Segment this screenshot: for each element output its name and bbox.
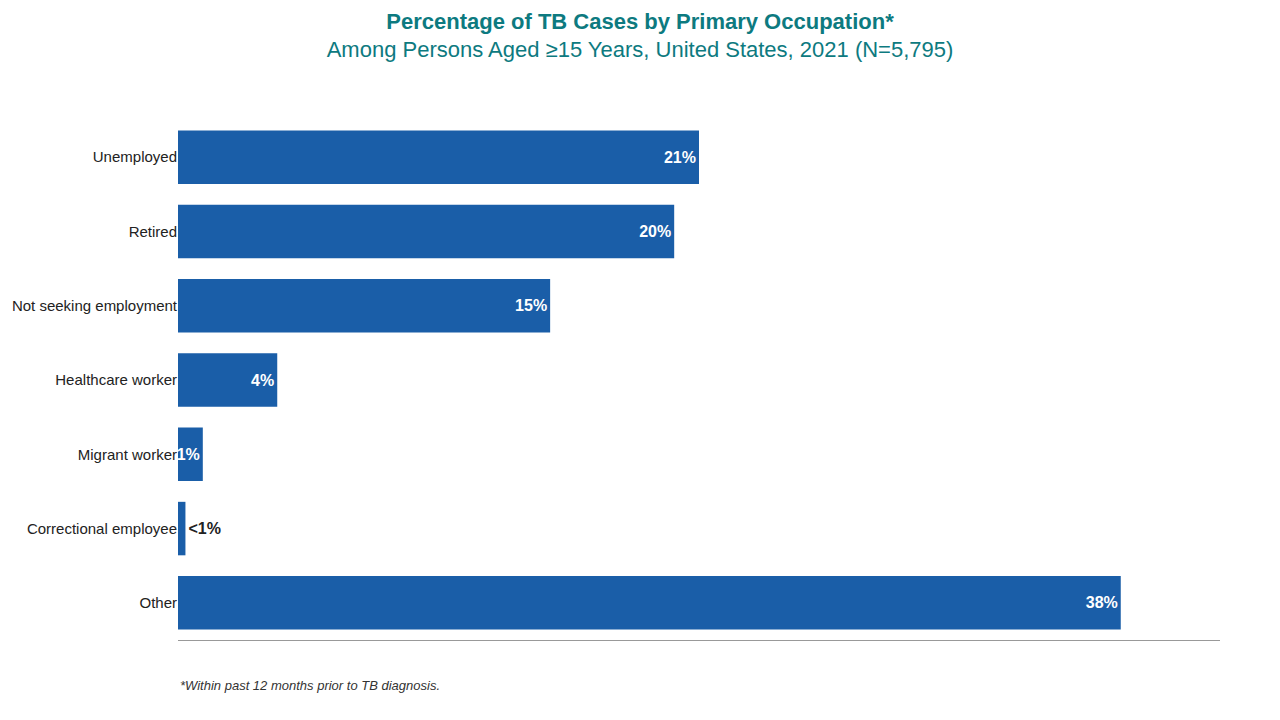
svg-text:21%: 21% bbox=[664, 149, 696, 166]
svg-text:38%: 38% bbox=[1086, 594, 1118, 611]
svg-text:Unemployed: Unemployed bbox=[93, 148, 177, 165]
svg-text:Healthcare worker: Healthcare worker bbox=[55, 371, 177, 388]
svg-text:1%: 1% bbox=[177, 446, 200, 463]
svg-text:<1%: <1% bbox=[188, 520, 220, 537]
svg-text:15%: 15% bbox=[515, 297, 547, 314]
svg-text:*Within past 12 months prior t: *Within past 12 months prior to TB diagn… bbox=[180, 678, 440, 693]
svg-text:Other: Other bbox=[139, 594, 177, 611]
svg-text:Retired: Retired bbox=[129, 223, 177, 240]
svg-text:Correctional employee: Correctional employee bbox=[27, 520, 177, 537]
svg-text:20%: 20% bbox=[639, 223, 671, 240]
svg-text:Not seeking employment: Not seeking employment bbox=[12, 297, 178, 314]
svg-text:Migrant worker: Migrant worker bbox=[78, 446, 177, 463]
svg-text:Percentage of TB Cases by Prim: Percentage of TB Cases by Primary Occupa… bbox=[327, 9, 954, 63]
svg-text:4%: 4% bbox=[251, 372, 274, 389]
